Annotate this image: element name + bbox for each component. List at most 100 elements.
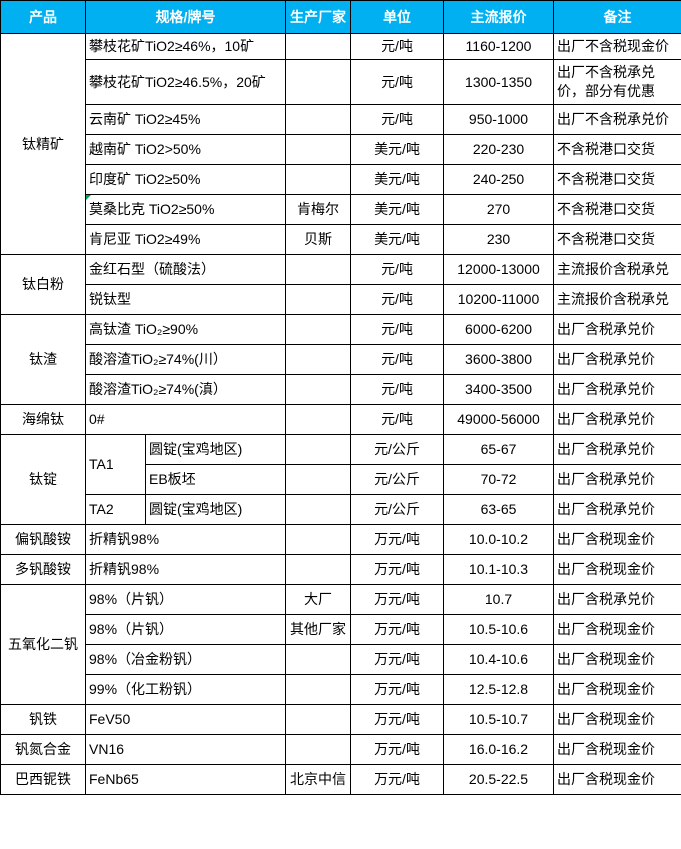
cell-product-group: 偏钒酸铵	[0, 524, 86, 555]
table-row: 海绵钛 0# 元/吨 49000-56000 出厂含税承兑价	[0, 404, 681, 435]
cell-unit: 元/吨	[350, 314, 445, 345]
cell-note: 不含税港口交货	[553, 134, 681, 165]
table-row: TA2 圆锭(宝鸡地区) 元/公斤 63-65 出厂含税承兑价	[1, 494, 681, 525]
cell-manufacturer	[285, 134, 352, 165]
price-table: 产品 规格/牌号 生产厂家 单位 主流报价 备注 钛精矿 攀枝花矿TiO2≥46…	[0, 0, 681, 795]
table-row: 钛精矿 攀枝花矿TiO2≥46%，10矿 元/吨 1160-1200 出厂不含税…	[0, 33, 681, 255]
cell-note: 出厂含税承兑价	[553, 344, 681, 375]
cell-manufacturer	[285, 524, 352, 555]
cell-price: 240-250	[443, 164, 555, 195]
cell-manufacturer	[285, 404, 352, 435]
cell-spec: 98%（冶金粉钒）	[84, 644, 287, 675]
cell-manufacturer	[285, 554, 352, 585]
cell-price: 49000-56000	[443, 404, 555, 435]
cell-note: 出厂含税现金价	[553, 644, 681, 675]
cell-note: 出厂含税承兑价	[553, 434, 681, 465]
cell-manufacturer	[285, 284, 352, 315]
cell-price: 220-230	[443, 134, 555, 165]
cell-manufacturer	[285, 644, 352, 675]
cell-note: 出厂含税承兑价	[553, 314, 681, 345]
col-header-product: 产品	[0, 0, 86, 34]
error-flag-triangle	[86, 195, 91, 200]
cell-spec: 98%（片钒）	[84, 614, 287, 645]
table-row: 98%（片钒） 其他厂家 万元/吨 10.5-10.6 出厂含税现金价	[1, 614, 681, 645]
cell-spec: 越南矿 TiO2>50%	[84, 134, 287, 165]
cell-note: 不含税港口交货	[553, 224, 681, 255]
cell-unit: 万元/吨	[350, 554, 445, 585]
cell-unit: 元/吨	[350, 344, 445, 375]
cell-manufacturer: 肯梅尔	[285, 194, 352, 225]
cell-manufacturer	[285, 464, 352, 495]
cell-unit: 美元/吨	[350, 224, 445, 255]
cell-note: 出厂不含税现金价	[553, 33, 681, 60]
cell-spec: 肯尼亚 TiO2≥49%	[84, 224, 287, 255]
cell-price: 10.7	[443, 584, 555, 615]
cell-spec: 99%（化工粉钒）	[84, 674, 287, 705]
col-header-price: 主流报价	[443, 0, 555, 34]
cell-spec: 0#	[84, 404, 287, 435]
cell-spec: 折精钒98%	[84, 554, 287, 585]
cell-manufacturer	[285, 59, 352, 105]
cell-product-group: 五氧化二钒	[0, 584, 86, 705]
cell-spec: FeV50	[84, 704, 287, 735]
cell-price: 270	[443, 194, 555, 225]
cell-spec: 攀枝花矿TiO2≥46.5%，20矿	[84, 59, 287, 105]
cell-note: 出厂含税承兑价	[553, 464, 681, 495]
cell-spec: 莫桑比克 TiO2≥50%	[84, 194, 287, 225]
cell-product-group: 钒铁	[0, 704, 86, 735]
cell-price: 3600-3800	[443, 344, 555, 375]
cell-grade: TA1	[85, 434, 146, 495]
cell-note: 不含税港口交货	[553, 164, 681, 195]
cell-spec: 攀枝花矿TiO2≥46%，10矿	[84, 33, 287, 60]
cell-price: 10200-11000	[443, 284, 555, 315]
cell-spec: 98%（片钒）	[84, 584, 287, 615]
cell-note: 出厂含税现金价	[553, 674, 681, 705]
cell-spec: 酸溶渣TiO₂≥74%(川）	[84, 344, 287, 375]
cell-unit: 元/吨	[350, 104, 445, 135]
cell-price: 10.5-10.7	[443, 704, 555, 735]
cell-price: 10.5-10.6	[443, 614, 555, 645]
cell-note: 主流报价含税承兑	[553, 254, 681, 285]
cell-manufacturer	[285, 494, 352, 525]
cell-unit: 元/吨	[350, 374, 445, 405]
header-row: 产品 规格/牌号 生产厂家 单位 主流报价 备注	[0, 0, 681, 34]
table-row: 99%（化工粉钒） 万元/吨 12.5-12.8 出厂含税现金价	[1, 674, 681, 705]
cell-product-group: 钛渣	[0, 314, 86, 405]
cell-note: 出厂含税承兑价	[553, 494, 681, 525]
cell-price: 1160-1200	[443, 33, 555, 60]
cell-spec: 金红石型（硫酸法）	[84, 254, 287, 285]
cell-manufacturer	[285, 344, 352, 375]
cell-grade: TA2	[85, 494, 146, 525]
cell-unit: 元/吨	[350, 284, 445, 315]
cell-product-group: 海绵钛	[0, 404, 86, 435]
cell-note: 出厂含税现金价	[553, 554, 681, 585]
cell-price: 16.0-16.2	[443, 734, 555, 765]
table-row: 云南矿 TiO2≥45% 元/吨 950-1000 出厂不含税承兑价	[1, 104, 681, 135]
cell-unit: 元/公斤	[350, 494, 445, 525]
cell-manufacturer	[285, 33, 352, 60]
table-row: 酸溶渣TiO₂≥74%(川） 元/吨 3600-3800 出厂含税承兑价	[1, 344, 681, 375]
cell-unit: 元/吨	[350, 59, 445, 105]
table-row: 钛渣 高钛渣 TiO₂≥90% 元/吨 6000-6200 出厂含税承兑价	[0, 314, 681, 405]
cell-product-group: 钛精矿	[0, 33, 86, 255]
cell-product-group: 巴西铌铁	[0, 764, 86, 795]
table-row: 五氧化二钒 98%（片钒） 大厂 万元/吨 10.7 出厂含税承兑价	[0, 584, 681, 705]
table-row: 巴西铌铁 FeNb65 北京中信 万元/吨 20.5-22.5 出厂含税现金价	[0, 764, 681, 795]
cell-manufacturer	[285, 164, 352, 195]
cell-unit: 万元/吨	[350, 674, 445, 705]
cell-manufacturer: 贝斯	[285, 224, 352, 255]
cell-manufacturer	[285, 674, 352, 705]
cell-spec: 酸溶渣TiO₂≥74%(滇）	[84, 374, 287, 405]
cell-manufacturer	[285, 434, 352, 465]
cell-manufacturer	[285, 104, 352, 135]
cell-manufacturer	[285, 314, 352, 345]
cell-spec: 圆锭(宝鸡地区)	[144, 434, 287, 465]
cell-price: 230	[443, 224, 555, 255]
cell-unit: 美元/吨	[350, 164, 445, 195]
cell-note: 出厂不含税承兑价，部分有优惠	[553, 59, 681, 105]
cell-note: 主流报价含税承兑	[553, 284, 681, 315]
cell-price: 950-1000	[443, 104, 555, 135]
cell-spec: EB板坯	[144, 464, 287, 495]
cell-product-group: 钛锭	[0, 434, 86, 525]
cell-spec: 圆锭(宝鸡地区)	[144, 494, 287, 525]
